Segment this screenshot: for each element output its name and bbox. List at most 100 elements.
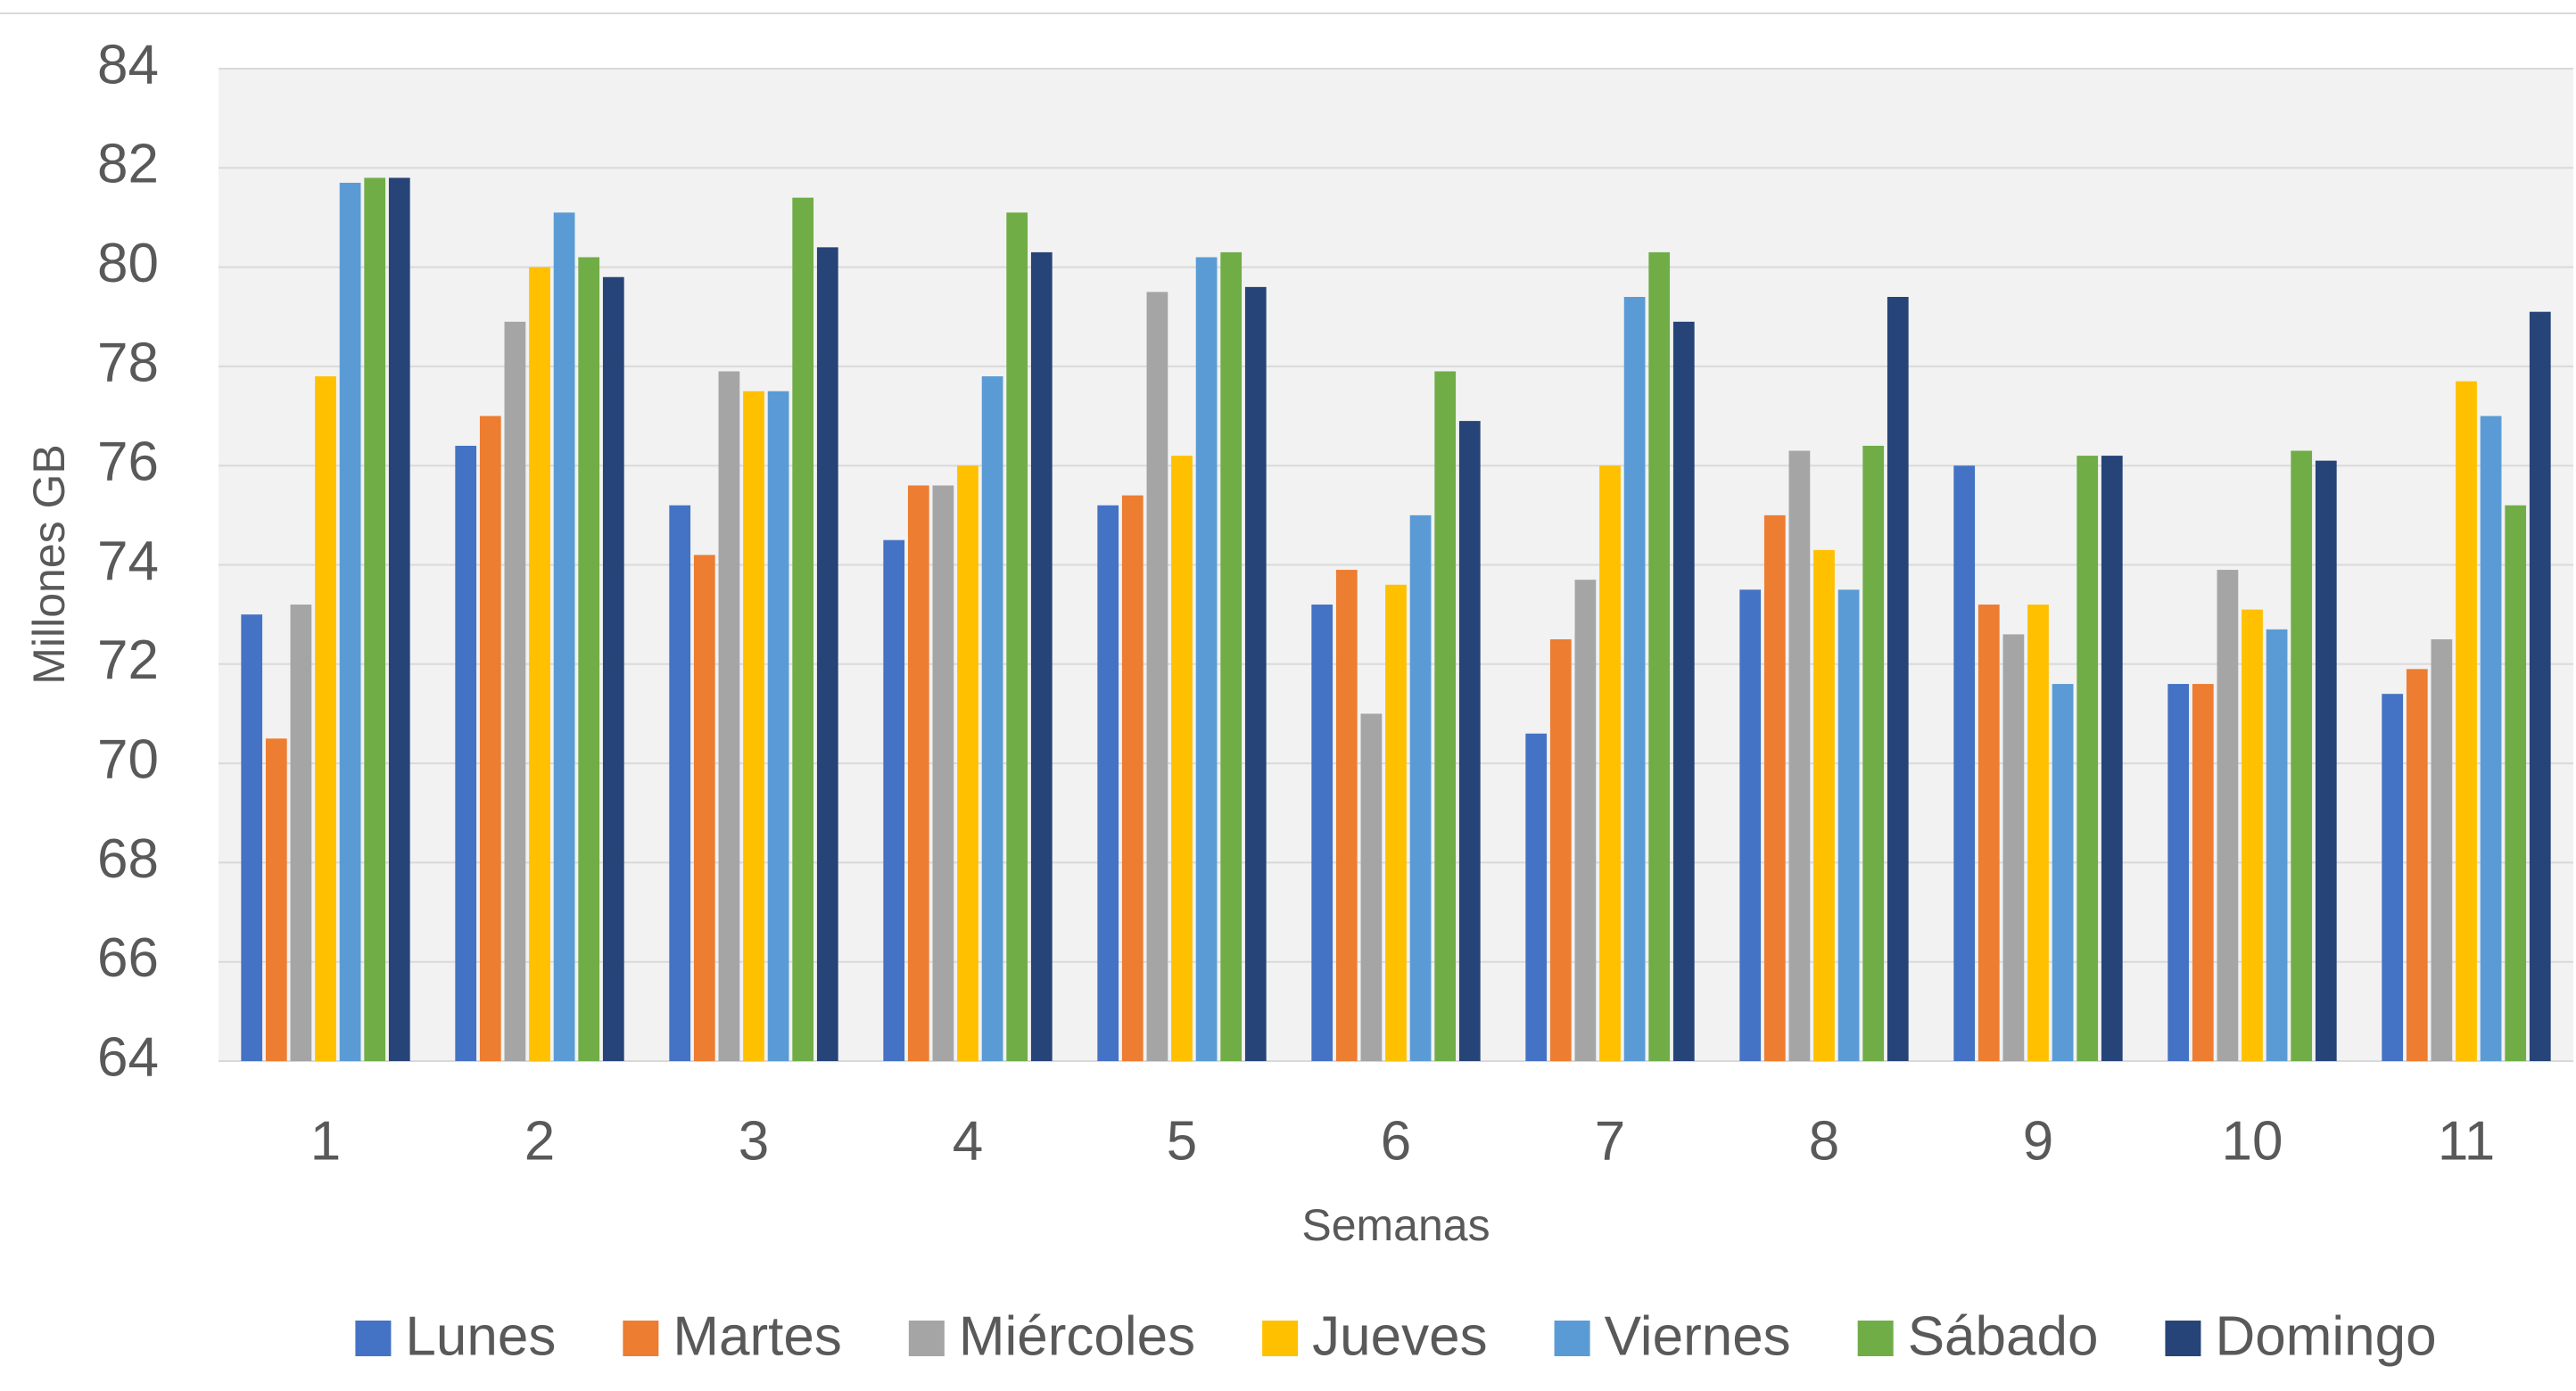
bar <box>339 182 361 1061</box>
bar <box>2101 456 2123 1061</box>
bar <box>1672 321 1695 1061</box>
bar <box>2456 381 2477 1062</box>
y-tick-label: 74 <box>97 531 159 592</box>
bar <box>1434 371 1457 1062</box>
bar <box>241 614 263 1061</box>
bar <box>2192 684 2214 1061</box>
bar <box>1458 421 1481 1061</box>
bar <box>290 605 312 1061</box>
bar <box>553 212 575 1061</box>
y-tick-label: 80 <box>97 233 159 294</box>
bar <box>2027 605 2049 1061</box>
bar <box>1599 465 1621 1061</box>
legend-swatch <box>355 1321 392 1356</box>
legend-swatch <box>2165 1321 2201 1356</box>
bar <box>1549 638 1572 1061</box>
bar <box>2242 609 2263 1061</box>
bar <box>1862 445 1885 1061</box>
y-tick-label: 66 <box>97 927 159 989</box>
bar <box>1409 514 1432 1061</box>
bar <box>529 267 550 1062</box>
bar <box>2217 570 2239 1061</box>
bar <box>1788 450 1811 1061</box>
x-tick-label: 9 <box>2023 1110 2053 1172</box>
bar <box>504 321 526 1061</box>
bar <box>364 177 386 1061</box>
bar <box>1763 514 1786 1061</box>
bar <box>1030 251 1053 1061</box>
bar <box>2431 638 2453 1061</box>
bar <box>1953 465 1976 1061</box>
bar <box>883 539 905 1061</box>
bar <box>602 276 624 1062</box>
y-tick-label: 76 <box>97 432 159 493</box>
bar <box>2167 684 2190 1061</box>
bar <box>957 465 978 1061</box>
y-tick-label: 64 <box>97 1026 159 1088</box>
bar <box>1244 286 1267 1061</box>
legend-label: Lunes <box>405 1305 556 1367</box>
bar <box>2266 629 2288 1061</box>
bar <box>479 416 501 1061</box>
y-tick-label: 84 <box>97 34 159 95</box>
x-tick-label: 1 <box>310 1110 341 1172</box>
bar <box>1195 257 1218 1062</box>
x-tick-label: 4 <box>953 1110 983 1172</box>
x-tick-label: 6 <box>1381 1110 1411 1172</box>
bar <box>2382 694 2404 1061</box>
bar <box>1097 505 1119 1061</box>
legend-swatch <box>1857 1321 1894 1356</box>
bar <box>2315 460 2337 1061</box>
bar <box>388 177 410 1061</box>
bar <box>2529 311 2551 1061</box>
y-tick-label: 70 <box>97 728 159 790</box>
bar <box>907 485 929 1061</box>
bar <box>693 555 715 1061</box>
bar <box>792 197 814 1061</box>
legend-swatch <box>1554 1321 1590 1356</box>
bar <box>669 505 691 1061</box>
bar <box>743 391 764 1062</box>
legend-label: Domingo <box>2215 1305 2436 1367</box>
bar <box>2406 669 2428 1061</box>
bar <box>1146 292 1168 1061</box>
bar <box>767 391 789 1062</box>
x-axis-title: Semanas <box>1301 1200 1490 1250</box>
bar <box>1121 495 1144 1061</box>
y-axis-title: Millones GB <box>24 444 74 685</box>
x-tick-label: 2 <box>524 1110 555 1172</box>
bar <box>315 376 336 1061</box>
legend-label: Martes <box>673 1305 841 1367</box>
bar <box>265 738 287 1061</box>
bar <box>1385 584 1407 1061</box>
bar <box>2052 684 2074 1061</box>
bar <box>1525 733 1548 1061</box>
x-tick-label: 3 <box>739 1110 769 1172</box>
bar <box>1574 580 1597 1061</box>
y-tick-label: 68 <box>97 828 159 890</box>
bar <box>816 247 838 1062</box>
legend-label: Miércoles <box>959 1305 1195 1367</box>
bar <box>2505 505 2527 1061</box>
bar <box>718 371 740 1062</box>
bar <box>1360 713 1383 1061</box>
bar <box>1311 605 1333 1061</box>
legend-label: Jueves <box>1312 1305 1487 1367</box>
bar <box>1887 296 1909 1061</box>
bar <box>2480 416 2502 1061</box>
bar <box>1739 589 1762 1061</box>
legend-label: Sábado <box>1908 1305 2099 1367</box>
y-tick-label: 82 <box>97 134 159 195</box>
bar <box>1335 570 1358 1061</box>
x-tick-label: 11 <box>2438 1110 2495 1172</box>
bar <box>932 485 954 1061</box>
x-tick-label: 7 <box>1595 1110 1625 1172</box>
x-tick-label: 5 <box>1167 1110 1197 1172</box>
legend-label: Viernes <box>1605 1305 1791 1367</box>
bar <box>1977 605 2000 1061</box>
legend-swatch <box>623 1321 659 1356</box>
bar <box>2002 634 2025 1061</box>
bar <box>1648 251 1671 1061</box>
bar <box>1623 296 1646 1061</box>
